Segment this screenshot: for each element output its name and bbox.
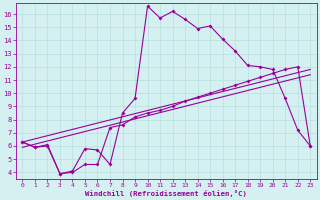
X-axis label: Windchill (Refroidissement éolien,°C): Windchill (Refroidissement éolien,°C) — [85, 190, 247, 197]
